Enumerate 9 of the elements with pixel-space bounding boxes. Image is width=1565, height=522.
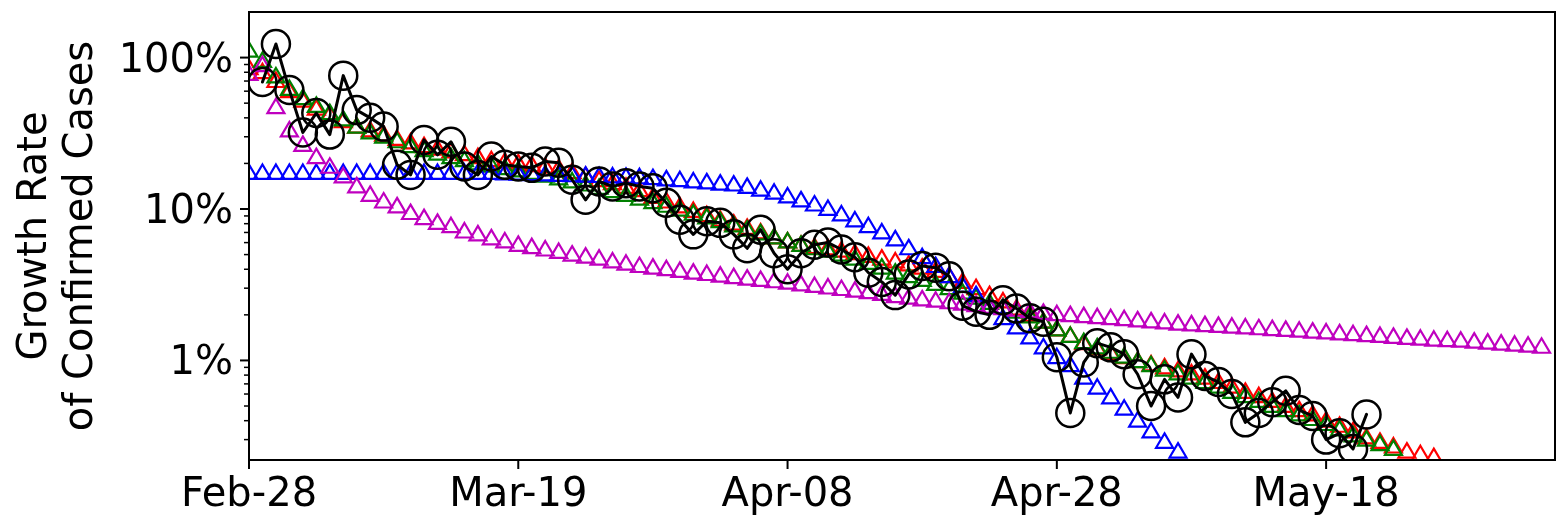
x-tick-label: Feb-28 — [180, 469, 318, 515]
y-tick-label: 10% — [144, 186, 233, 233]
y-tick-label: 100% — [118, 34, 233, 81]
x-tick-label: Apr-08 — [721, 469, 854, 515]
y-axis-title: Growth Rate of Confirmed Cases — [9, 40, 101, 432]
x-tick-label: Mar-19 — [449, 469, 588, 515]
x-tick-label: Apr-28 — [990, 469, 1123, 515]
x-tick-label: May-18 — [1252, 469, 1400, 515]
y-tick-label: 1% — [169, 337, 233, 384]
